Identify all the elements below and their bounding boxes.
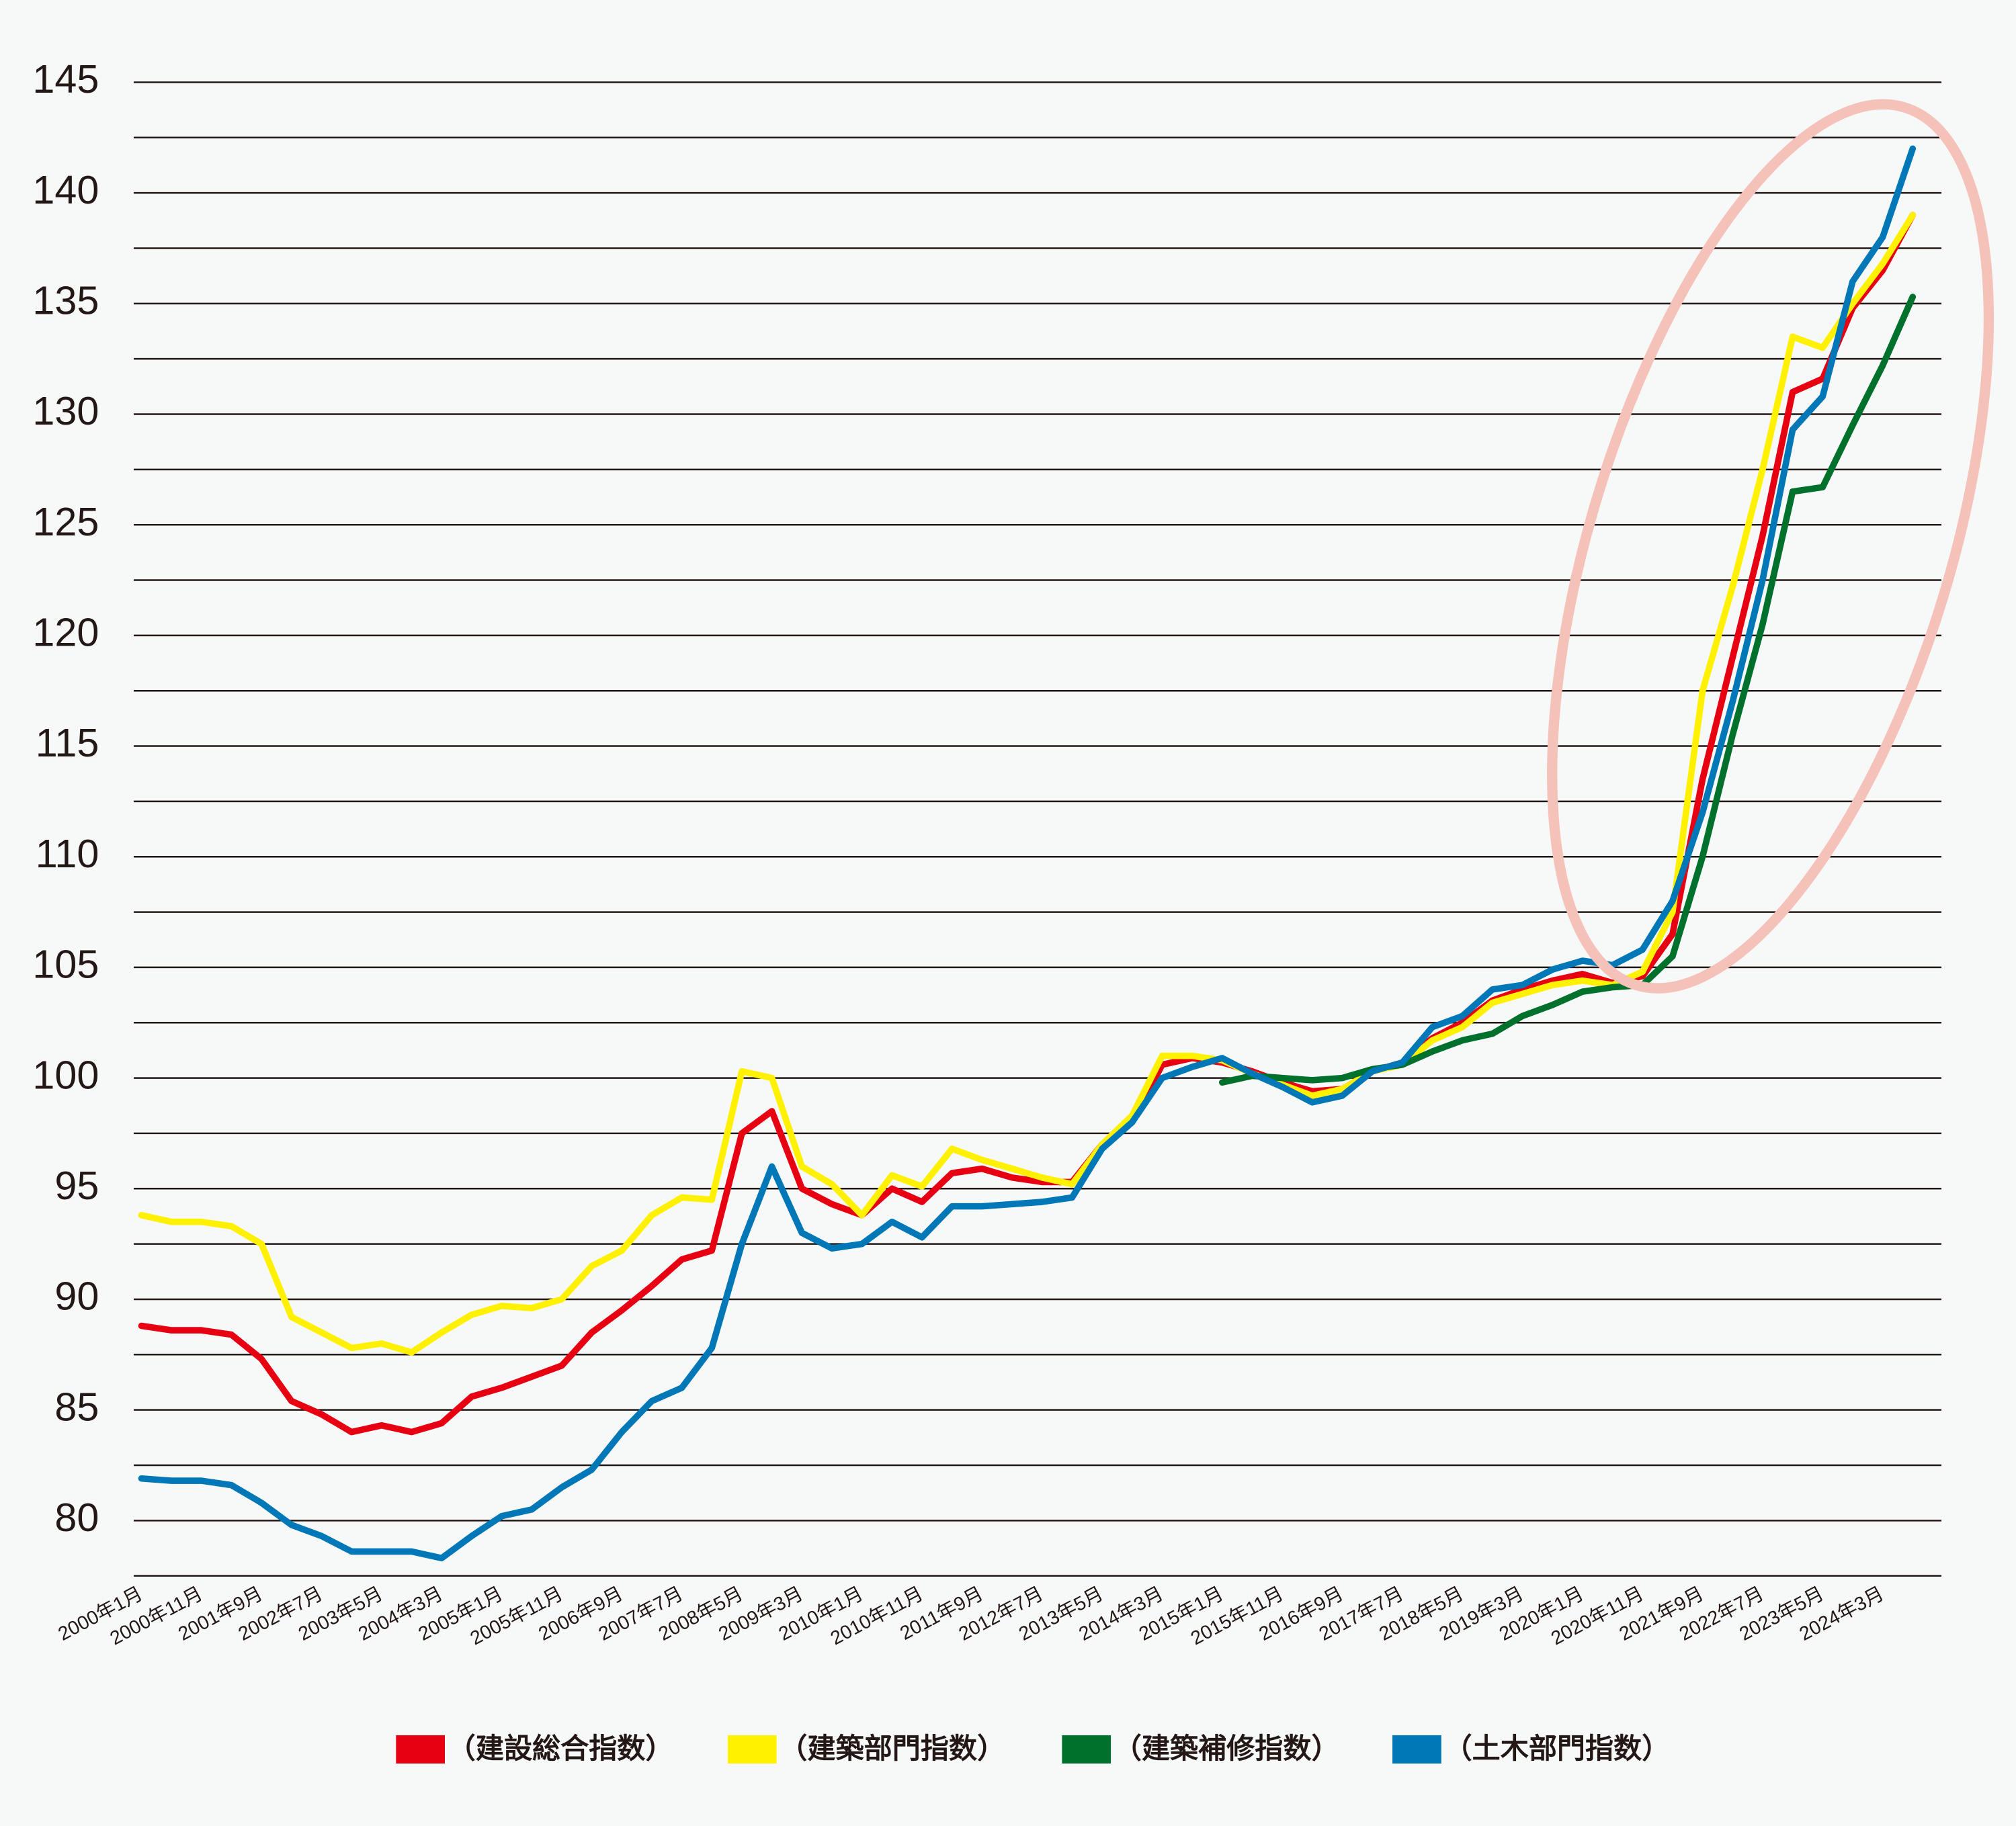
y-tick-label: 90	[54, 1274, 99, 1319]
grid	[133, 81, 1942, 1577]
y-tick-label: 85	[54, 1384, 99, 1429]
y-tick-label: 125	[32, 499, 99, 544]
series-line	[138, 145, 1917, 1562]
legend-label: （建設総合指数）	[448, 1733, 674, 1764]
y-tick-label: 100	[32, 1052, 99, 1097]
y-tick-label: 120	[32, 610, 99, 655]
y-tick-label: 115	[36, 720, 99, 765]
highlight-ellipse	[1547, 99, 1994, 994]
y-tick-label: 140	[32, 167, 99, 212]
legend-swatch	[1062, 1735, 1111, 1764]
series-line	[138, 212, 1917, 1356]
y-tick-label: 145	[32, 56, 99, 101]
y-tick-label: 95	[54, 1163, 99, 1208]
legend-swatch	[1392, 1735, 1441, 1764]
series-line	[1218, 294, 1917, 1086]
y-tick-label: 105	[32, 942, 99, 987]
legend-label: （建築部門指数）	[779, 1733, 1005, 1764]
y-tick-label: 130	[32, 388, 99, 433]
legend-swatch	[727, 1735, 777, 1764]
y-tick-label: 135	[32, 277, 99, 322]
legend-label: （建築補修指数）	[1114, 1733, 1340, 1764]
legend-label: （土木部門指数）	[1444, 1733, 1671, 1764]
legend-swatch	[396, 1735, 445, 1764]
y-tick-label: 110	[36, 831, 99, 876]
y-tick-label: 80	[54, 1495, 99, 1540]
